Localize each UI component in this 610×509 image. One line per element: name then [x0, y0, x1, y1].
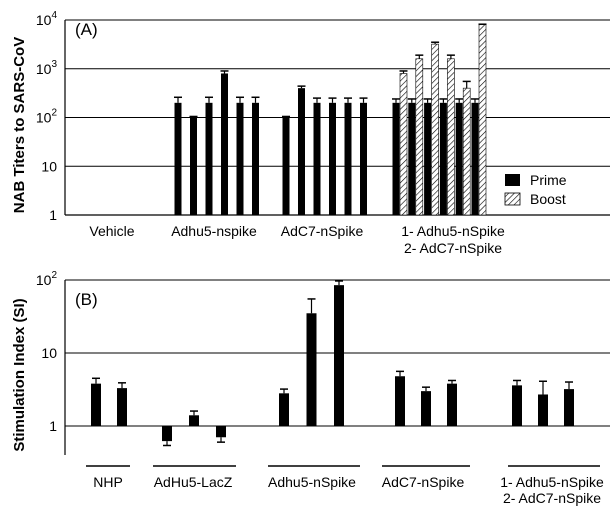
panel-a-y-ticks: 1 10 102 103 104	[36, 10, 58, 223]
panel-a-y-axis-label: NAB Titers to SARS-CoV	[11, 37, 28, 213]
panel-a-bar-prime	[360, 102, 367, 215]
panel-a-bar-prime	[205, 102, 213, 215]
panel-b-category-label: AdHu5-LacZ	[154, 474, 233, 490]
panel-a-bar-prime	[236, 102, 244, 215]
panel-a-bar-prime	[190, 117, 197, 215]
panel-b-category-label: NHP	[93, 474, 123, 490]
panel-a-bar-boost	[447, 58, 455, 216]
panel-a-bar-prime	[313, 102, 321, 215]
panel-a-bar-prime	[329, 102, 336, 215]
panel-b-bar	[512, 385, 522, 426]
panel-a-bar-boost	[431, 43, 439, 216]
panel-b-bar	[564, 389, 574, 426]
legend-prime-label: Prime	[530, 172, 567, 188]
panel-a-bar-prime	[471, 102, 479, 215]
panel-a-bar-boost	[478, 24, 487, 216]
panel-a-bar-prime	[221, 73, 228, 215]
panel-a-bar-boost	[399, 73, 408, 216]
legend-boost-label: Boost	[530, 191, 566, 207]
panel-a-bar-boost	[415, 58, 424, 216]
panel-a-category-labels: Vehicle Adhu5-nspike AdC7-nSpike 1- Adhu5-n…	[89, 223, 505, 256]
panel-a-tick-label: 10	[41, 158, 57, 174]
panel-b-bar	[334, 285, 344, 426]
panel-a-bar-prime	[455, 102, 463, 215]
panel-a-bar-boost	[462, 87, 471, 216]
panel-b-tick-label: 102	[36, 270, 58, 288]
panel-b-tick-label: 1	[49, 418, 57, 434]
panel-b-category-label: AdC7-nSpike	[382, 474, 465, 490]
panel-a-bar-prime	[282, 117, 290, 215]
panel-a-bar-prime	[298, 88, 305, 215]
panel-b-y-axis-label: Stimulation Index (SI)	[11, 298, 28, 451]
panel-b-bar	[91, 383, 101, 426]
panel-a-category-label: AdC7-nSpike	[281, 223, 364, 239]
panel-a-bar-prime	[392, 102, 400, 215]
panel-a-bar-prime	[252, 102, 259, 215]
panel-a-bar-prime	[424, 102, 432, 215]
panel-b-category-label: 1- Adhu5-nSpike	[500, 474, 604, 490]
panel-a-gridlines	[64, 19, 610, 216]
panel-b-tick-label: 10	[41, 345, 57, 361]
panel-b-bars	[91, 280, 574, 447]
panel-a-bar-prime	[344, 102, 352, 215]
panel-b-bar	[447, 383, 457, 426]
panel-b-bar	[189, 415, 199, 426]
panel-a-category-label: Adhu5-nspike	[171, 223, 257, 239]
panel-b-label: (B)	[75, 290, 98, 309]
panel-a-bar-prime	[408, 102, 416, 215]
panel-a-category-label: 2- AdC7-nSpike	[404, 240, 502, 256]
legend-boost-swatch	[504, 192, 521, 206]
panel-a-category-label: Vehicle	[89, 223, 134, 239]
panel-b-bar	[216, 425, 226, 438]
panel-a-tick-label: 102	[36, 108, 58, 126]
panel-b: Stimulation Index (SI) (B) 1 10 102 NHP AdH…	[11, 270, 610, 506]
panel-a-bar-prime	[174, 102, 182, 215]
panel-a-category-label: 1- Adhu5-nSpike	[401, 223, 505, 239]
panel-a-legend: Prime Boost	[504, 172, 567, 207]
panel-b-bar	[395, 376, 405, 426]
panel-b-bar	[162, 425, 172, 442]
panel-a-label: (A)	[75, 20, 98, 39]
legend-prime-swatch	[505, 174, 520, 186]
panel-b-bar	[117, 388, 127, 426]
panel-a-tick-label: 104	[36, 10, 58, 28]
panel-a-tick-label: 1	[49, 207, 57, 223]
panel-a: NAB Titers to SARS-CoV (A) 110102103104 …	[11, 10, 610, 256]
panel-b-bar	[306, 313, 317, 426]
panel-b-y-ticks: 1 10 102	[36, 270, 58, 434]
panel-b-bar	[279, 393, 289, 426]
panel-b-category-label: 2- AdC7-nSpike	[503, 490, 601, 506]
panel-a-tick-label: 103	[36, 59, 58, 77]
panel-b-bar	[421, 391, 431, 426]
panel-a-bars	[174, 23, 487, 216]
panel-b-category-labels: NHP AdHu5-LacZ Adhu5-nSpike AdC7-nSpike 1- A…	[86, 465, 604, 506]
panel-b-category-label: Adhu5-nSpike	[268, 474, 356, 490]
panel-a-bar-prime	[439, 102, 447, 215]
panel-b-bar	[538, 394, 548, 426]
